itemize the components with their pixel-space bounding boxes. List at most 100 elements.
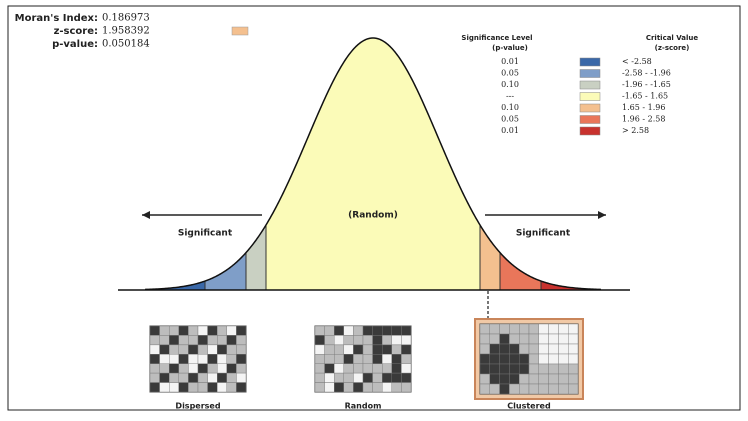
curve-outline (144, 37, 602, 291)
pattern-cell (226, 363, 237, 374)
pattern-cell (353, 344, 364, 355)
pattern-cell (159, 372, 170, 383)
legend-swatch (579, 126, 601, 136)
pattern-cell (509, 333, 520, 345)
pattern-cell (168, 382, 179, 393)
legend-swatch (579, 57, 601, 67)
pattern-cell (149, 354, 160, 364)
legend-z-score: < -2.58 (622, 57, 652, 66)
pattern-cell (509, 383, 520, 395)
pattern-cell (391, 372, 402, 383)
pattern-cell (499, 363, 510, 375)
pattern-cell (178, 354, 189, 364)
pattern-cell (314, 354, 325, 364)
pattern-cell (343, 335, 354, 345)
pattern-cell (197, 325, 208, 336)
pattern-cell (519, 323, 530, 335)
tail-label: Significant (516, 229, 571, 239)
legend-header: (z-score) (655, 44, 690, 52)
pattern-cell (178, 382, 189, 393)
pattern-cell (168, 354, 179, 364)
pattern-cell (207, 372, 218, 383)
pattern-cell (548, 373, 559, 385)
pattern-cell (401, 382, 412, 393)
pattern-cell (362, 335, 373, 345)
pattern-cell (558, 373, 569, 385)
pattern-cell (334, 372, 345, 383)
pattern-cell (391, 354, 402, 364)
pattern-cell (382, 344, 393, 355)
legend: 0.01 < -2.58 0.05 -2.58 - -1.96 0.10 -1.96 - … (501, 57, 671, 136)
pattern-cell (197, 344, 208, 355)
pattern-cell (149, 344, 160, 355)
stat-value: 0.186973 (102, 13, 150, 24)
pattern-cell (558, 333, 569, 345)
pattern-cell (558, 383, 569, 395)
pattern-cell (314, 344, 325, 355)
pattern-cell (236, 325, 247, 336)
tail-label: Significant (178, 229, 233, 239)
pattern-cell (489, 363, 500, 375)
pattern-cell (188, 363, 199, 374)
pattern-cell (226, 325, 237, 336)
pattern-cell (489, 373, 500, 385)
pattern-cell (372, 372, 383, 383)
pattern-cell (353, 382, 364, 393)
pattern-cell (509, 373, 520, 385)
pattern-cell (314, 363, 325, 374)
pattern-cell (216, 382, 227, 393)
pattern-cell (568, 383, 579, 395)
stat-value: 0.050184 (102, 39, 150, 50)
pattern-cell (324, 372, 335, 383)
pattern-cell (207, 325, 218, 336)
pattern-cell (236, 382, 247, 393)
pattern-cell (178, 325, 189, 336)
pattern-cell (548, 333, 559, 345)
pattern-cell (382, 335, 393, 345)
right-arrow-head (598, 211, 606, 219)
pattern-cell (236, 344, 247, 355)
legend-p-value: 0.10 (501, 103, 519, 112)
pattern-cell (159, 344, 170, 355)
pattern-cell (168, 372, 179, 383)
pattern-cell (353, 335, 364, 345)
pattern-cell (499, 323, 510, 335)
pattern-cell (314, 335, 325, 345)
pattern-cell (334, 344, 345, 355)
pattern-cell (568, 373, 579, 385)
pattern-cell (362, 354, 373, 364)
pattern-cell (401, 354, 412, 364)
legend-p-value: 0.10 (501, 80, 519, 89)
pattern-cell (499, 383, 510, 395)
pattern-cell (382, 372, 393, 383)
pattern-cell (401, 335, 412, 345)
pattern-cell (216, 363, 227, 374)
pattern-cell (226, 354, 237, 364)
pattern-cell (149, 382, 160, 393)
center-label: (Random) (348, 211, 398, 221)
pattern-cell (149, 335, 160, 345)
pattern-cell (401, 325, 412, 336)
left-arrow-head (142, 211, 150, 219)
pattern-cell (538, 353, 549, 365)
pattern-cell (489, 353, 500, 365)
pattern-cell (382, 363, 393, 374)
pattern-cell (528, 363, 540, 375)
stat-value: 1.958392 (102, 26, 150, 37)
pattern-cell (509, 323, 520, 335)
pattern-cell (159, 382, 170, 393)
pattern-cell (528, 343, 540, 355)
pattern-cell (499, 333, 510, 345)
pattern-cell (568, 323, 579, 335)
pattern-cell (216, 325, 227, 336)
pattern-cell (568, 343, 579, 355)
pattern-cell (343, 344, 354, 355)
legend-header: (p-value) (492, 44, 528, 52)
pattern-cell (149, 372, 160, 383)
pattern-cell (188, 382, 199, 393)
pattern-cell (548, 323, 559, 335)
legend-swatch (579, 92, 601, 101)
pattern-cell (519, 343, 530, 355)
legend-p-value: 0.05 (501, 115, 519, 124)
pattern-cell (528, 373, 540, 385)
